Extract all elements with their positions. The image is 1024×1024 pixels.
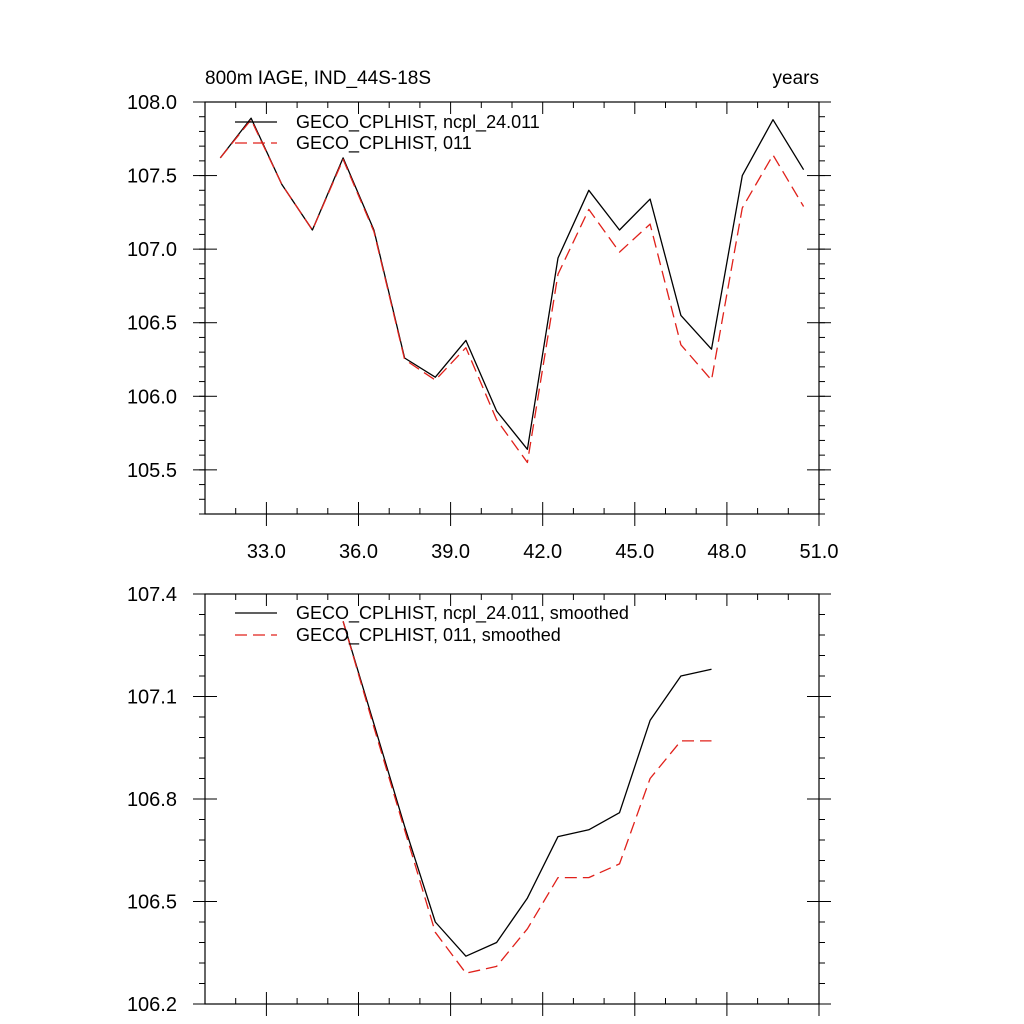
chart-1: 33.0 36.0 39.0 42.0 45.0 48.0 51.0 105.5 106.0 10… [127, 68, 839, 563]
chart-2-y-tick-label: 106.2 [127, 994, 177, 1016]
chart-1-x-tick-label: 39.0 [431, 541, 470, 563]
chart-1-x-tick-label: 48.0 [707, 541, 746, 563]
chart-1-x-tick-label: 42.0 [523, 541, 562, 563]
chart-2-y-tick-label: 106.5 [127, 892, 177, 914]
chart-2-legend-label-1: GECO_CPLHIST, ncpl_24.011, smoothed [296, 603, 629, 624]
chart-2-series-2-line [342, 621, 712, 974]
chart-1-series-2-line [219, 119, 805, 464]
chart-2-y-tick-label: 107.1 [127, 687, 177, 709]
chart-2-y-tick-label: 106.8 [127, 789, 177, 811]
chart-1-y-tick-label: 107.5 [127, 166, 177, 188]
chart-1-x-tick-label: 33.0 [247, 541, 286, 563]
chart-2-plot-frame [204, 593, 820, 1005]
chart-1-legend-label-2: GECO_CPLHIST, 011 [296, 133, 472, 154]
chart-1-y-tick-label: 106.0 [127, 386, 177, 408]
chart-1-y-tick-label: 107.0 [127, 239, 177, 261]
chart-1-y-tick-label: 105.5 [127, 460, 177, 482]
chart-1-y-tick-label: 106.5 [127, 313, 177, 335]
chart-1-x-tick-label: 51.0 [800, 541, 839, 563]
chart-1-x-tick-label: 45.0 [615, 541, 654, 563]
chart-2-legend-label-2: GECO_CPLHIST, 011, smoothed [296, 625, 561, 646]
chart-1-plot-frame [204, 101, 820, 515]
chart-1-title-right: years [773, 68, 819, 89]
chart-2-legend: GECO_CPLHIST, ncpl_24.011, smoothedGECO_… [235, 603, 629, 646]
chart-2-y-tick-label: 107.4 [127, 584, 177, 606]
chart-1-series-1-line [219, 117, 805, 450]
chart-1-x-tick-label: 36.0 [339, 541, 378, 563]
chart-2-series-1-line [342, 621, 712, 957]
chart-2: 106.2 106.5 106.8 107.1 107.4 GECO_CPLHIST, n… [127, 584, 831, 1016]
chart-1-y-tick-label: 108.0 [127, 92, 177, 114]
chart-1-title-left: 800m IAGE, IND_44S-18S [205, 68, 431, 89]
chart-1-legend-label-1: GECO_CPLHIST, ncpl_24.011 [296, 112, 540, 133]
